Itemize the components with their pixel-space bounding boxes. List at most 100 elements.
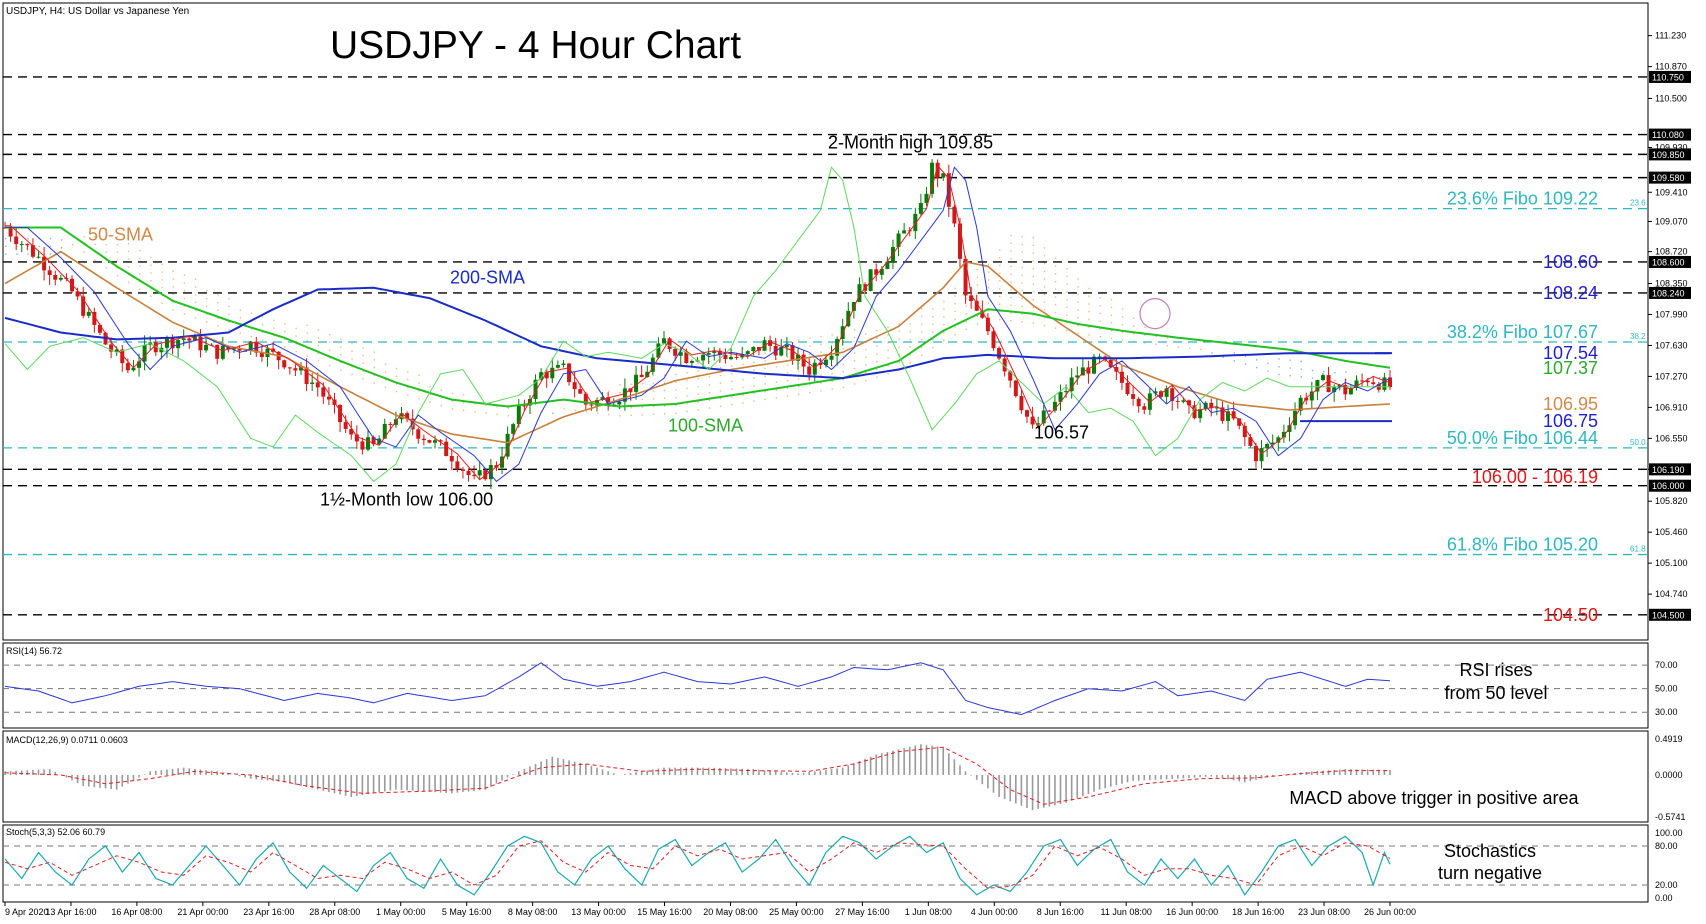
price-tick-label: 107.990 — [1655, 309, 1688, 319]
candle-body — [533, 379, 538, 400]
candle-body — [421, 438, 426, 441]
cloud-dot — [619, 399, 621, 401]
cloud-dot — [462, 409, 465, 411]
candle-body — [617, 401, 622, 405]
cloud-dot — [1032, 275, 1034, 278]
candle-body — [315, 382, 320, 388]
cloud-dot — [1066, 322, 1068, 324]
cloud-dot — [1334, 372, 1336, 374]
cloud-dot — [976, 276, 979, 279]
cloud-dot — [1300, 376, 1302, 378]
cloud-dot — [1133, 317, 1135, 319]
cloud-dot — [27, 245, 29, 247]
candle-body — [768, 340, 773, 346]
cloud-dot — [116, 274, 119, 277]
x-tick-label: 5 May 16:00 — [442, 907, 492, 917]
cloud-dot — [764, 360, 766, 362]
candle-body — [985, 317, 990, 332]
cloud-dot — [842, 371, 845, 373]
cloud-dot — [1222, 356, 1224, 358]
candle-body — [153, 342, 158, 353]
cloud-dot — [742, 394, 744, 396]
cloud-dot — [1244, 363, 1247, 365]
cloud-dot — [842, 363, 845, 365]
low-annotation: 1½-Month low 106.00 — [320, 490, 493, 510]
cloud-dot — [1088, 311, 1090, 313]
cloud-dot — [1267, 370, 1269, 372]
cloud-dot — [1166, 337, 1168, 339]
cloud-dot — [1010, 234, 1012, 237]
cloud-dot — [697, 393, 699, 395]
candle-body — [729, 356, 734, 360]
stoch-annotation-2: turn negative — [1438, 863, 1542, 883]
price-tick-label: 109.930 — [1655, 143, 1688, 153]
candle-body — [170, 338, 175, 349]
cloud-dot — [809, 337, 811, 340]
cloud-dot — [27, 237, 29, 240]
cloud-dot — [1110, 314, 1113, 316]
candle-body — [30, 245, 35, 257]
cloud-dot — [876, 353, 878, 355]
cloud-dot — [172, 286, 174, 288]
candle-body — [1136, 398, 1141, 407]
price-tag-label: 108.600 — [1652, 257, 1685, 267]
candle-body — [807, 366, 812, 375]
candle-body — [427, 440, 432, 443]
tenkan-line — [5, 164, 1391, 481]
candle-body — [835, 339, 840, 356]
cloud-dot — [1244, 355, 1247, 358]
cloud-dot — [116, 251, 119, 253]
level-label: 106.00 - 106.19 — [1472, 467, 1598, 487]
cloud-dot — [116, 259, 119, 261]
candle-body — [282, 360, 287, 368]
cloud-dot — [194, 278, 197, 280]
cloud-dot — [306, 340, 308, 342]
cloud-dot — [965, 320, 967, 323]
candle-body — [751, 347, 756, 352]
cloud-dot — [1021, 235, 1023, 238]
candle-body — [198, 336, 203, 351]
cloud-dot — [183, 313, 186, 315]
sma100-label: 100-SMA — [668, 415, 743, 435]
cloud-dot — [1088, 287, 1090, 290]
cloud-dot — [1345, 371, 1347, 373]
cloud-dot — [876, 329, 878, 332]
candle-body — [572, 382, 577, 390]
cloud-dot — [1155, 335, 1157, 338]
cloud-dot — [664, 374, 666, 376]
fibo-tag: 50.0 — [1630, 438, 1646, 447]
cloud-dot — [619, 407, 621, 409]
cloud-dot — [1010, 250, 1012, 252]
candle-body — [1220, 407, 1225, 421]
cloud-dot — [1345, 379, 1347, 381]
cloud-dot — [451, 408, 454, 410]
candle-body — [650, 357, 655, 372]
cloud-dot — [865, 333, 867, 335]
cloud-dot — [686, 387, 688, 389]
candle-body — [460, 469, 465, 471]
candle-body — [14, 236, 19, 245]
cloud-dot — [194, 317, 197, 319]
cloud-dot — [675, 366, 677, 368]
cloud-dot — [172, 270, 174, 272]
candle-body — [723, 354, 728, 360]
cloud-dot — [38, 253, 40, 255]
cloud-dot — [1021, 243, 1023, 246]
cloud-dot — [1110, 306, 1113, 309]
cloud-dot — [932, 346, 934, 349]
cloud-dot — [585, 411, 588, 413]
candle-body — [1036, 423, 1041, 425]
cloud-dot — [775, 381, 778, 383]
cloud-dot — [440, 397, 442, 399]
cloud-dot — [1021, 305, 1023, 307]
cloud-dot — [999, 272, 1001, 274]
cloud-dot — [150, 264, 152, 266]
cloud-dot — [1066, 329, 1068, 332]
cloud-dot — [83, 251, 85, 253]
candle-body — [215, 344, 220, 359]
cloud-dot — [284, 330, 286, 333]
cloud-dot — [753, 346, 755, 348]
cloud-dot — [172, 309, 174, 311]
cloud-dot — [1077, 332, 1079, 334]
